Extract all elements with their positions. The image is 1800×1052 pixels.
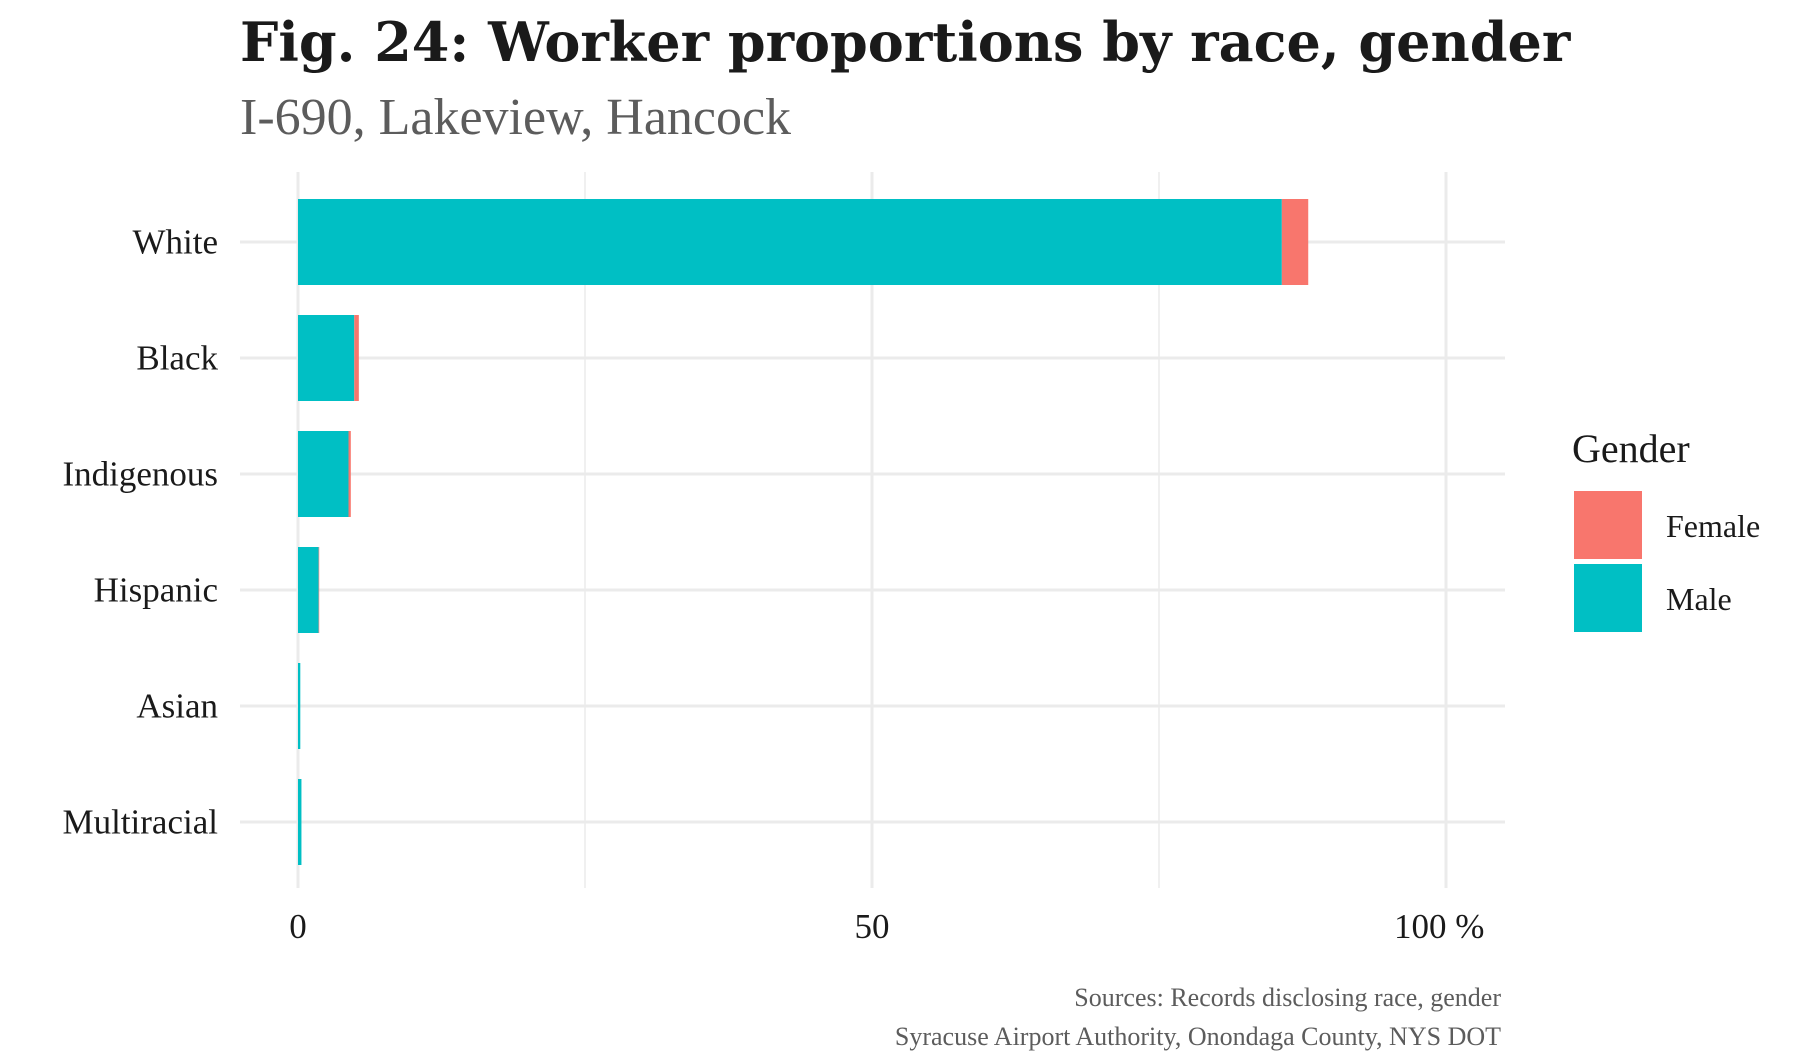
legend-label-male: Male: [1666, 581, 1732, 617]
x-tick-label: 0: [289, 907, 307, 946]
x-axis-ticks: 0 50 100 %: [289, 907, 1484, 946]
category-label: Hispanic: [94, 571, 218, 610]
caption-sources: Sources: Records disclosing race, gender: [1074, 983, 1501, 1012]
caption-agencies: Syracuse Airport Authority, Onondaga Cou…: [894, 1022, 1501, 1051]
category-label: Black: [136, 339, 218, 378]
bar-male-asian: [298, 663, 301, 749]
x-tick-label: 100 %: [1394, 907, 1484, 946]
legend-swatch-female: [1574, 491, 1642, 559]
category-label: Multiracial: [62, 803, 218, 842]
legend: Gender Female Male: [1572, 426, 1760, 632]
bar-male-white: [298, 199, 1282, 285]
category-label: White: [132, 223, 218, 262]
x-tick-label: 50: [855, 907, 890, 946]
bar-male-multiracial: [298, 779, 302, 865]
bar-female-white: [1281, 199, 1309, 285]
category-label: Indigenous: [62, 455, 218, 494]
chart-subtitle: I-690, Lakeview, Hancock: [240, 89, 792, 146]
bar-female-black: [354, 315, 359, 401]
bar-layer: [298, 199, 1309, 865]
legend-swatch-male: [1574, 564, 1642, 632]
bar-male-black: [298, 315, 355, 401]
bar-male-indigenous: [298, 431, 349, 517]
bar-female-hispanic: [318, 547, 320, 633]
category-labels: White Black Indigenous Hispanic Asian Multira…: [62, 223, 218, 842]
category-label: Asian: [136, 687, 218, 726]
bar-female-indigenous: [348, 431, 351, 517]
legend-label-female: Female: [1666, 508, 1760, 544]
legend-title: Gender: [1572, 426, 1690, 471]
bar-male-hispanic: [298, 547, 319, 633]
chart-title: Fig. 24: Worker proportions by race, gen…: [240, 10, 1571, 74]
